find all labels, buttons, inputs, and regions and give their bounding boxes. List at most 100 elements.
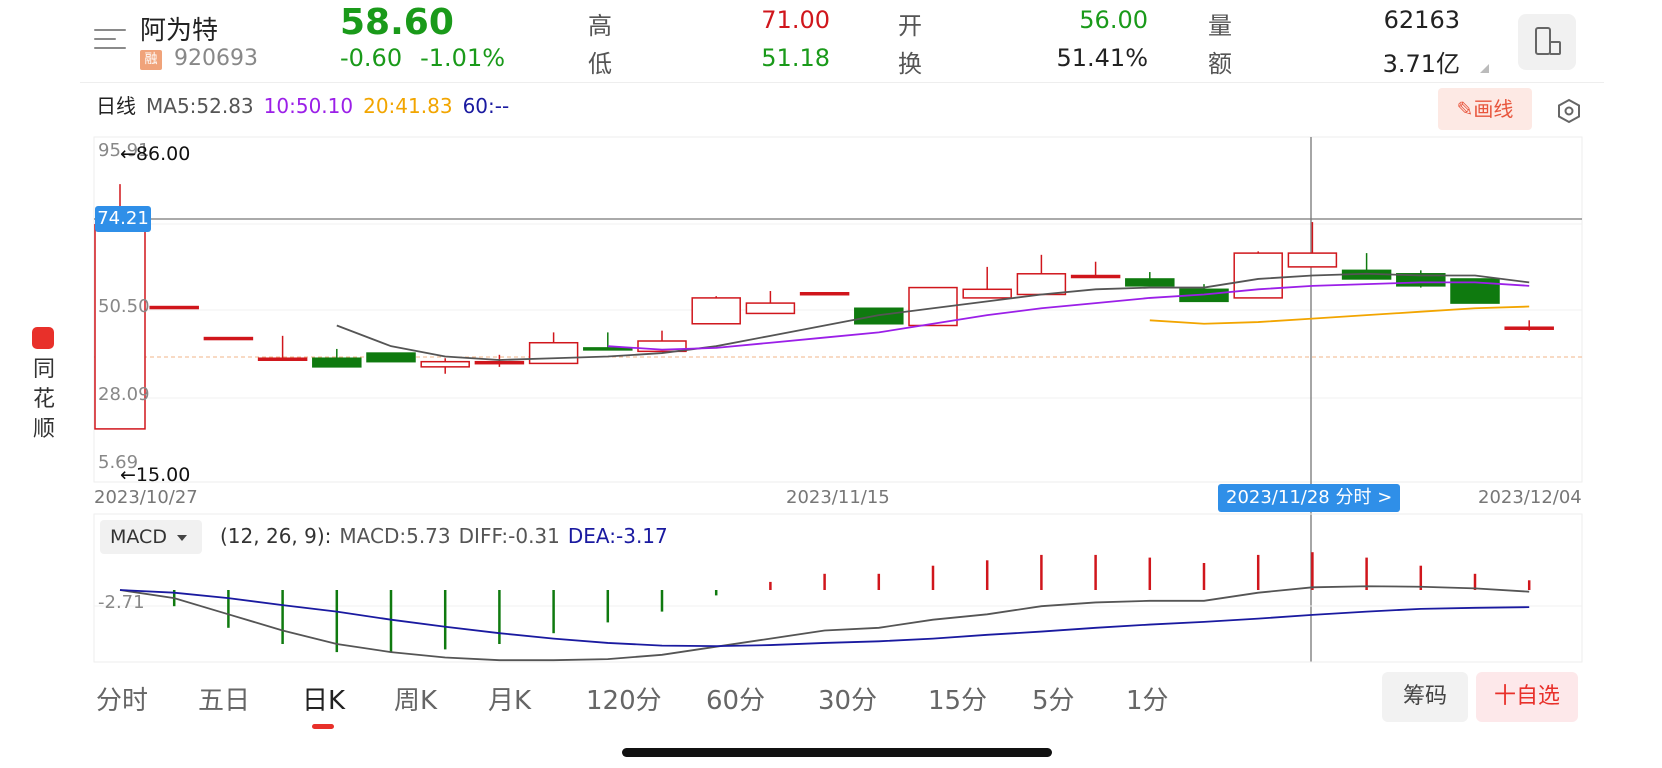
quote-value-open: 56.00 [1079, 6, 1148, 34]
ma-legend: 日线 MA5:52.83 10:50.10 20:41.83 60:-- [96, 90, 519, 119]
ths-brand[interactable]: 同花顺 [32, 327, 56, 445]
quote-value-high: 71.00 [761, 6, 830, 34]
candle-body [637, 340, 687, 353]
landscape-toggle-button[interactable] [1518, 14, 1576, 70]
ma5-label: MA5:52.83 [146, 94, 254, 118]
price-tick-top: 95.91 [98, 140, 150, 161]
diff-value: DIFF:-0.31 [458, 524, 560, 548]
quote-value-amount: 3.71亿 [1382, 50, 1460, 78]
candle-body [1287, 252, 1338, 268]
stock-code: 920693 [174, 46, 258, 71]
price-tick-3: 28.09 [98, 384, 150, 405]
candle-body [583, 347, 633, 351]
candle-body [691, 297, 741, 325]
chips-button[interactable]: 筹码 [1382, 672, 1468, 722]
date-start: 2023/10/27 [94, 487, 198, 508]
candle-body [366, 352, 416, 363]
quote-label-turnover: 换 [898, 50, 922, 78]
candle-body [203, 336, 254, 341]
candle-body [962, 288, 1012, 299]
dea-value: DEA:-3.17 [567, 524, 668, 548]
diff-line [119, 585, 1530, 662]
candle-body [1125, 278, 1175, 287]
quote-label-open: 开 [898, 12, 922, 40]
margin-trading-badge: 融 [140, 50, 162, 70]
candle-body [94, 224, 146, 430]
quote-value-volume: 62163 [1383, 6, 1460, 34]
ma10-line [607, 281, 1530, 351]
ths-logo-icon [32, 327, 54, 349]
candle-body [745, 302, 796, 315]
tab-five-day[interactable]: 五日 [198, 686, 251, 716]
candle-body [420, 360, 470, 368]
candle-body [149, 305, 199, 310]
header-divider [80, 82, 1604, 83]
settings-icon[interactable] [1556, 98, 1582, 124]
macd-legend: (12, 26, 9): MACD:5.73 DIFF:-0.31 DEA:-3.17 [220, 524, 676, 548]
macd-panel-frame [93, 513, 1583, 663]
stock-name: 阿为特 [140, 16, 219, 46]
candle-body [474, 360, 525, 365]
tab-monthly-k[interactable]: 月K [488, 686, 532, 716]
indicator-select-label: MACD [110, 526, 167, 548]
price-tick-2: 50.50 [98, 296, 150, 317]
date-end: 2023/12/04 [1478, 487, 1582, 508]
macd-value: MACD:5.73 [339, 524, 451, 548]
caret-down-icon [176, 534, 187, 541]
min-price-marker: ←15.00 [120, 464, 191, 486]
price-change: -0.60 -1.01% [340, 44, 505, 72]
active-tab-indicator [312, 724, 334, 729]
quote-value-turnover: 51.41% [1056, 44, 1148, 72]
date-mid: 2023/11/15 [786, 487, 890, 508]
corner-triangle-icon [1480, 64, 1489, 73]
add-watchlist-button[interactable]: 十自选 [1476, 672, 1578, 722]
tab-30min[interactable]: 30分 [818, 686, 878, 716]
tab-120min[interactable]: 120分 [586, 686, 662, 716]
candle-body [528, 341, 579, 365]
tab-5min[interactable]: 5分 [1032, 686, 1075, 716]
tab-15min[interactable]: 15分 [928, 686, 988, 716]
menu-icon[interactable] [94, 27, 126, 51]
ma20-line [1149, 305, 1530, 325]
max-price-marker: ←86.00 [120, 143, 191, 165]
period-label: 日线 [96, 94, 136, 118]
change-value: -0.60 [340, 44, 403, 72]
quote-value-low: 51.18 [761, 44, 830, 72]
indicator-select[interactable]: MACD [100, 520, 202, 554]
change-percent: -1.01% [420, 44, 506, 72]
tab-1min[interactable]: 1分 [1126, 686, 1169, 716]
period-tabs: 分时 五日 日K 周K 月K 120分 60分 30分 15分 5分 1分 [96, 680, 1226, 728]
candle-body [1070, 274, 1121, 279]
phone-rotate-icon [1535, 27, 1561, 55]
macd-params: (12, 26, 9): [220, 524, 332, 548]
home-indicator [622, 748, 1052, 757]
macd-axis-label: -2.71 [98, 592, 145, 613]
crosshair-price-label: 74.21 [95, 206, 151, 232]
price-tick-bottom: 5.69 [98, 452, 139, 473]
ma10-label: 10:50.10 [263, 94, 354, 118]
candle-body [257, 357, 308, 361]
draw-line-label: 画线 [1473, 97, 1514, 121]
candle-body [799, 291, 850, 296]
ma5-line [336, 272, 1530, 361]
candle-body [908, 286, 958, 327]
quote-label-low: 低 [588, 50, 612, 78]
dea-line [119, 589, 1530, 648]
quote-label-amount: 额 [1208, 50, 1232, 78]
tab-60min[interactable]: 60分 [706, 686, 766, 716]
pencil-icon: ✎ [1456, 97, 1474, 121]
candle-body [312, 357, 362, 368]
ma60-label: 60:-- [462, 94, 510, 118]
tab-intraday[interactable]: 分时 [96, 686, 149, 716]
quote-label-high: 高 [588, 12, 612, 40]
candle-body [1504, 326, 1554, 330]
tab-weekly-k[interactable]: 周K [394, 686, 438, 716]
candle-body [1016, 273, 1067, 296]
ma20-label: 20:41.83 [363, 94, 453, 118]
quote-label-volume: 量 [1208, 12, 1232, 40]
draw-line-button[interactable]: ✎画线 [1438, 88, 1532, 130]
crosshair-date-button[interactable]: 2023/11/28 分时 > [1218, 484, 1401, 512]
current-price: 58.60 [340, 2, 454, 43]
tab-daily-k[interactable]: 日K [302, 686, 346, 716]
